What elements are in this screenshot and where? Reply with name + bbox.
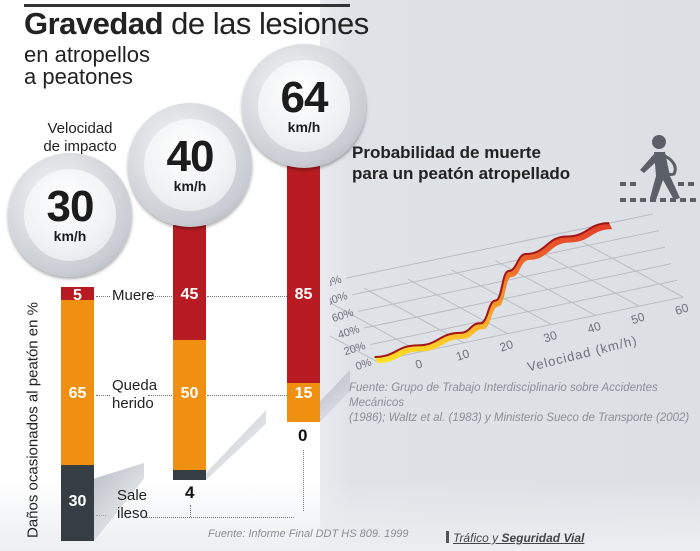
grid-percent-line bbox=[352, 230, 660, 296]
speed-sign-30-unit: km/h bbox=[53, 228, 87, 244]
right-source: Fuente: Grupo de Trabajo Interdisciplina… bbox=[349, 381, 700, 426]
grid-depth-line bbox=[495, 260, 596, 316]
bar-40-herido-value: 50 bbox=[180, 384, 199, 402]
label-ileso: Sale ileso bbox=[117, 487, 148, 523]
speed-label-line-2: de impacto bbox=[43, 138, 117, 155]
x-tick-label: 20 bbox=[498, 337, 515, 355]
speed-sign-40-value: 40 bbox=[166, 132, 215, 181]
label-ileso-line-1: Sale bbox=[117, 487, 148, 504]
bar-40-ileso-value: 4 bbox=[185, 483, 195, 502]
y-tick-label: 0% bbox=[354, 357, 373, 373]
grid-percent-line bbox=[358, 246, 666, 312]
label-herido-line-1: Queda bbox=[112, 377, 158, 394]
bar-64-segment-herido: 15 bbox=[287, 383, 320, 422]
speed-sign-40: 40 km/h bbox=[128, 103, 252, 227]
label-herido: Queda herido bbox=[112, 377, 157, 413]
bar-64kmh: 85 15 bbox=[287, 165, 320, 422]
bar-64-herido-value: 15 bbox=[294, 384, 313, 402]
page-subtitle: en atropellos a peatones bbox=[24, 44, 150, 88]
grid-depth-line bbox=[583, 241, 684, 298]
bar-30kmh: 5 65 30 bbox=[61, 287, 94, 541]
label-herido-line-2: herido bbox=[112, 395, 154, 412]
x-tick-label: 30 bbox=[542, 328, 559, 346]
bar-30-ileso-value: 30 bbox=[68, 492, 87, 510]
subtitle-line-1: en atropellos bbox=[24, 42, 150, 67]
x-tick-label: 40 bbox=[586, 319, 603, 337]
right-source-line-1: Fuente: Grupo de Trabajo Interdisciplina… bbox=[349, 382, 658, 409]
probability-line bbox=[374, 222, 610, 359]
grid-percent-line bbox=[370, 279, 678, 346]
probability-chart-title: Probabilidad de muerte para un peatón at… bbox=[352, 142, 570, 184]
grid-percent-line bbox=[364, 263, 672, 329]
pedestrian-injured-icon bbox=[620, 135, 696, 202]
bar-40-segment-herido: 50 bbox=[173, 339, 206, 470]
grid-depth-line bbox=[330, 302, 421, 353]
bar-64-muere-value: 85 bbox=[294, 286, 313, 303]
connector-herido-3 bbox=[207, 395, 287, 396]
bar-shadow-2 bbox=[206, 410, 266, 480]
bar-30-segment-herido: 65 bbox=[61, 299, 94, 465]
page-title: Gravedad de las lesiones bbox=[24, 6, 369, 42]
probability-title-line-1: Probabilidad de muerte bbox=[352, 143, 541, 162]
connector-muere-2 bbox=[148, 296, 172, 297]
grid-depth-line bbox=[330, 335, 377, 362]
x-tick-label: 0 bbox=[413, 356, 424, 371]
speed-sign-30: 30 km/h bbox=[8, 153, 132, 277]
connector-ileso-2 bbox=[146, 517, 294, 518]
connector-ileso-v3 bbox=[303, 450, 304, 511]
grid-percent-line bbox=[376, 296, 684, 362]
brand-bar-icon bbox=[446, 531, 449, 543]
probability-title-line-2: para un peatón atropellado bbox=[352, 164, 571, 183]
brand-bold: Seguridad Vial bbox=[501, 531, 585, 545]
brand-logo: Tráfico y Seguridad Vial bbox=[446, 531, 584, 545]
y-tick-label: 60% bbox=[330, 307, 355, 325]
grid-depth-line bbox=[539, 251, 640, 307]
bar-40kmh: 45 50 bbox=[173, 225, 206, 480]
label-muere: Muere bbox=[112, 287, 155, 304]
speed-label: Velocidad de impacto bbox=[20, 120, 140, 156]
x-tick-label: 50 bbox=[629, 310, 646, 328]
brand-prefix: Tráfico y bbox=[453, 531, 502, 545]
speed-sign-64-unit: km/h bbox=[287, 119, 321, 135]
right-source-line-2: (1986); Waltz et al. (1983) y Ministerio… bbox=[349, 412, 690, 424]
x-tick-label: 10 bbox=[454, 346, 471, 364]
grid-depth-line bbox=[363, 287, 465, 344]
title-bold: Gravedad bbox=[24, 6, 164, 41]
probability-ribbon bbox=[374, 223, 613, 364]
y-axis-label: Daños ocasionados al peatón en % bbox=[24, 301, 42, 539]
speed-sign-30-value: 30 bbox=[46, 182, 95, 231]
connector-herido-1 bbox=[96, 395, 110, 396]
connector-muere-1 bbox=[96, 296, 110, 297]
speed-sign-40-unit: km/h bbox=[173, 178, 207, 194]
y-tick-label: 40% bbox=[336, 323, 361, 341]
title-rule bbox=[24, 4, 350, 7]
bar-64-ileso-value: 0 bbox=[298, 426, 308, 445]
bar-30-muere-value: 5 bbox=[73, 287, 82, 304]
bar-30-herido-value: 65 bbox=[68, 384, 87, 402]
speed-label-line-1: Velocidad bbox=[47, 120, 113, 137]
connector-muere-3 bbox=[207, 296, 287, 297]
y-tick-label: 80% bbox=[330, 290, 349, 308]
y-tick-label: 20% bbox=[342, 340, 367, 358]
connector-herido-2 bbox=[148, 395, 172, 396]
bar-40-segment-ileso bbox=[173, 469, 206, 480]
x-tick-label: 60 bbox=[673, 300, 690, 318]
label-ileso-line-2: ileso bbox=[117, 505, 148, 522]
speed-sign-64-value: 64 bbox=[280, 73, 329, 122]
speed-sign-64: 64 km/h bbox=[242, 44, 366, 168]
connector-ileso-v2 bbox=[190, 505, 191, 517]
x-axis-label: Velocidad (km/h) bbox=[526, 333, 639, 375]
subtitle-line-2: a peatones bbox=[24, 64, 133, 89]
bar-40-segment-muere: 45 bbox=[173, 225, 206, 340]
bar-40-muere-value: 45 bbox=[180, 286, 199, 303]
probability-chart: 0%20%40%60%80%100%0102030405060Velocidad… bbox=[330, 213, 691, 375]
title-rest: de las lesiones bbox=[163, 6, 369, 41]
bar-30-segment-muere: 5 bbox=[61, 287, 94, 304]
left-source: Fuente: Informe Final DDT HS 809. 1999 bbox=[208, 528, 409, 540]
bar-30-segment-ileso: 30 bbox=[61, 464, 94, 541]
grid-depth-line bbox=[407, 278, 508, 335]
bar-64-segment-muere: 85 bbox=[287, 165, 320, 384]
